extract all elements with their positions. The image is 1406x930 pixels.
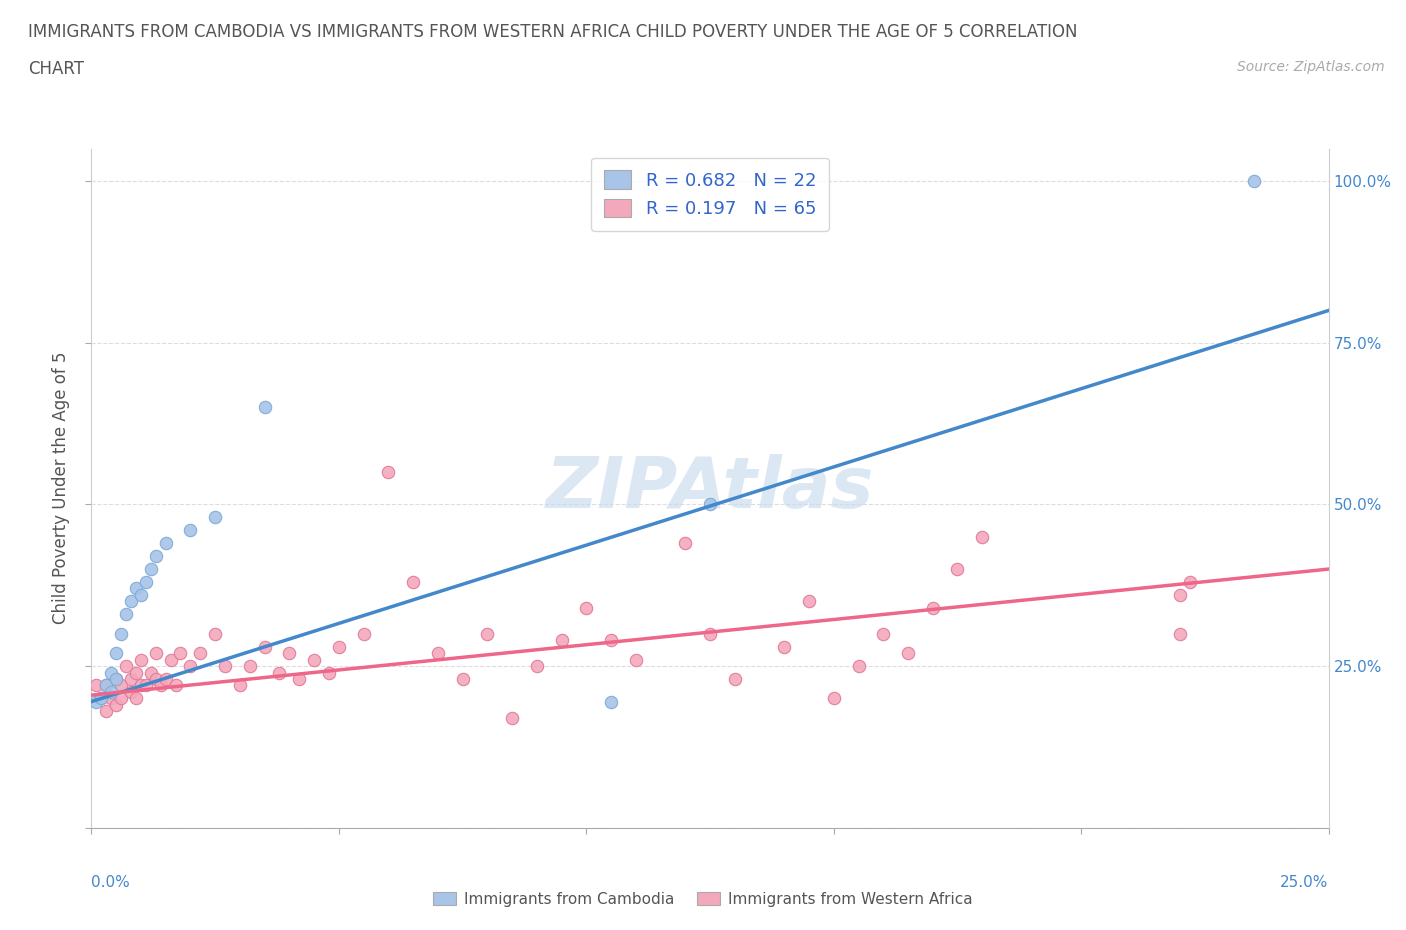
Point bbox=[129, 652, 152, 667]
Point bbox=[214, 658, 236, 673]
Point bbox=[100, 684, 122, 699]
Point bbox=[204, 510, 226, 525]
Point bbox=[135, 678, 157, 693]
Point bbox=[451, 671, 474, 686]
Point bbox=[526, 658, 548, 673]
Point bbox=[125, 665, 148, 680]
Point bbox=[1243, 174, 1265, 189]
Point bbox=[149, 678, 172, 693]
Point bbox=[96, 678, 118, 693]
Point bbox=[169, 645, 191, 660]
Point bbox=[897, 645, 920, 660]
Point bbox=[96, 678, 118, 693]
Point bbox=[155, 671, 177, 686]
Point bbox=[188, 645, 211, 660]
Point bbox=[145, 549, 167, 564]
Point bbox=[402, 575, 425, 590]
Point bbox=[110, 626, 132, 641]
Point bbox=[318, 665, 340, 680]
Point bbox=[600, 632, 623, 647]
Point bbox=[155, 536, 177, 551]
Point bbox=[699, 497, 721, 512]
Point bbox=[129, 678, 152, 693]
Point bbox=[699, 626, 721, 641]
Point bbox=[253, 639, 276, 654]
Point bbox=[135, 575, 157, 590]
Point bbox=[86, 694, 108, 709]
Point bbox=[773, 639, 796, 654]
Text: CHART: CHART bbox=[28, 60, 84, 78]
Point bbox=[288, 671, 311, 686]
Point bbox=[477, 626, 499, 641]
Text: ZIPAtlas: ZIPAtlas bbox=[546, 454, 875, 523]
Point bbox=[159, 652, 181, 667]
Point bbox=[1168, 626, 1191, 641]
Point bbox=[90, 691, 112, 706]
Text: Source: ZipAtlas.com: Source: ZipAtlas.com bbox=[1237, 60, 1385, 74]
Point bbox=[972, 529, 994, 544]
Point bbox=[921, 601, 943, 616]
Point bbox=[328, 639, 350, 654]
Point bbox=[1168, 588, 1191, 603]
Point bbox=[139, 562, 162, 577]
Point bbox=[105, 671, 128, 686]
Point bbox=[253, 400, 276, 415]
Point bbox=[120, 594, 142, 609]
Point bbox=[269, 665, 291, 680]
Point bbox=[110, 691, 132, 706]
Point bbox=[1178, 575, 1201, 590]
Point bbox=[179, 658, 201, 673]
Point bbox=[145, 645, 167, 660]
Point bbox=[90, 691, 112, 706]
Point bbox=[550, 632, 572, 647]
Point bbox=[872, 626, 894, 641]
Point bbox=[120, 671, 142, 686]
Text: 0.0%: 0.0% bbox=[91, 875, 131, 890]
Point bbox=[179, 523, 201, 538]
Point bbox=[353, 626, 375, 641]
Point bbox=[624, 652, 647, 667]
Legend: R = 0.682   N = 22, R = 0.197   N = 65: R = 0.682 N = 22, R = 0.197 N = 65 bbox=[592, 158, 828, 231]
Point bbox=[96, 704, 118, 719]
Point bbox=[86, 678, 108, 693]
Point bbox=[278, 645, 301, 660]
Point bbox=[125, 691, 148, 706]
Point bbox=[105, 645, 128, 660]
Point bbox=[797, 594, 820, 609]
Point bbox=[105, 671, 128, 686]
Point bbox=[575, 601, 598, 616]
Point bbox=[600, 694, 623, 709]
Point bbox=[165, 678, 187, 693]
Point bbox=[125, 581, 148, 596]
Point bbox=[110, 678, 132, 693]
Point bbox=[105, 698, 128, 712]
Text: 25.0%: 25.0% bbox=[1281, 875, 1329, 890]
Point bbox=[946, 562, 969, 577]
Point bbox=[115, 607, 138, 622]
Point bbox=[823, 691, 845, 706]
Point bbox=[129, 588, 152, 603]
Point bbox=[100, 691, 122, 706]
Point bbox=[239, 658, 262, 673]
Point bbox=[302, 652, 325, 667]
Point bbox=[673, 536, 696, 551]
Point bbox=[377, 465, 399, 480]
Legend: Immigrants from Cambodia, Immigrants from Western Africa: Immigrants from Cambodia, Immigrants fro… bbox=[427, 886, 979, 913]
Text: IMMIGRANTS FROM CAMBODIA VS IMMIGRANTS FROM WESTERN AFRICA CHILD POVERTY UNDER T: IMMIGRANTS FROM CAMBODIA VS IMMIGRANTS F… bbox=[28, 23, 1077, 41]
Point bbox=[724, 671, 747, 686]
Point bbox=[426, 645, 449, 660]
Point bbox=[229, 678, 252, 693]
Y-axis label: Child Poverty Under the Age of 5: Child Poverty Under the Age of 5 bbox=[52, 352, 70, 625]
Point bbox=[100, 665, 122, 680]
Point bbox=[204, 626, 226, 641]
Point bbox=[145, 671, 167, 686]
Point bbox=[848, 658, 870, 673]
Point bbox=[501, 711, 523, 725]
Point bbox=[139, 665, 162, 680]
Point bbox=[115, 658, 138, 673]
Point bbox=[120, 684, 142, 699]
